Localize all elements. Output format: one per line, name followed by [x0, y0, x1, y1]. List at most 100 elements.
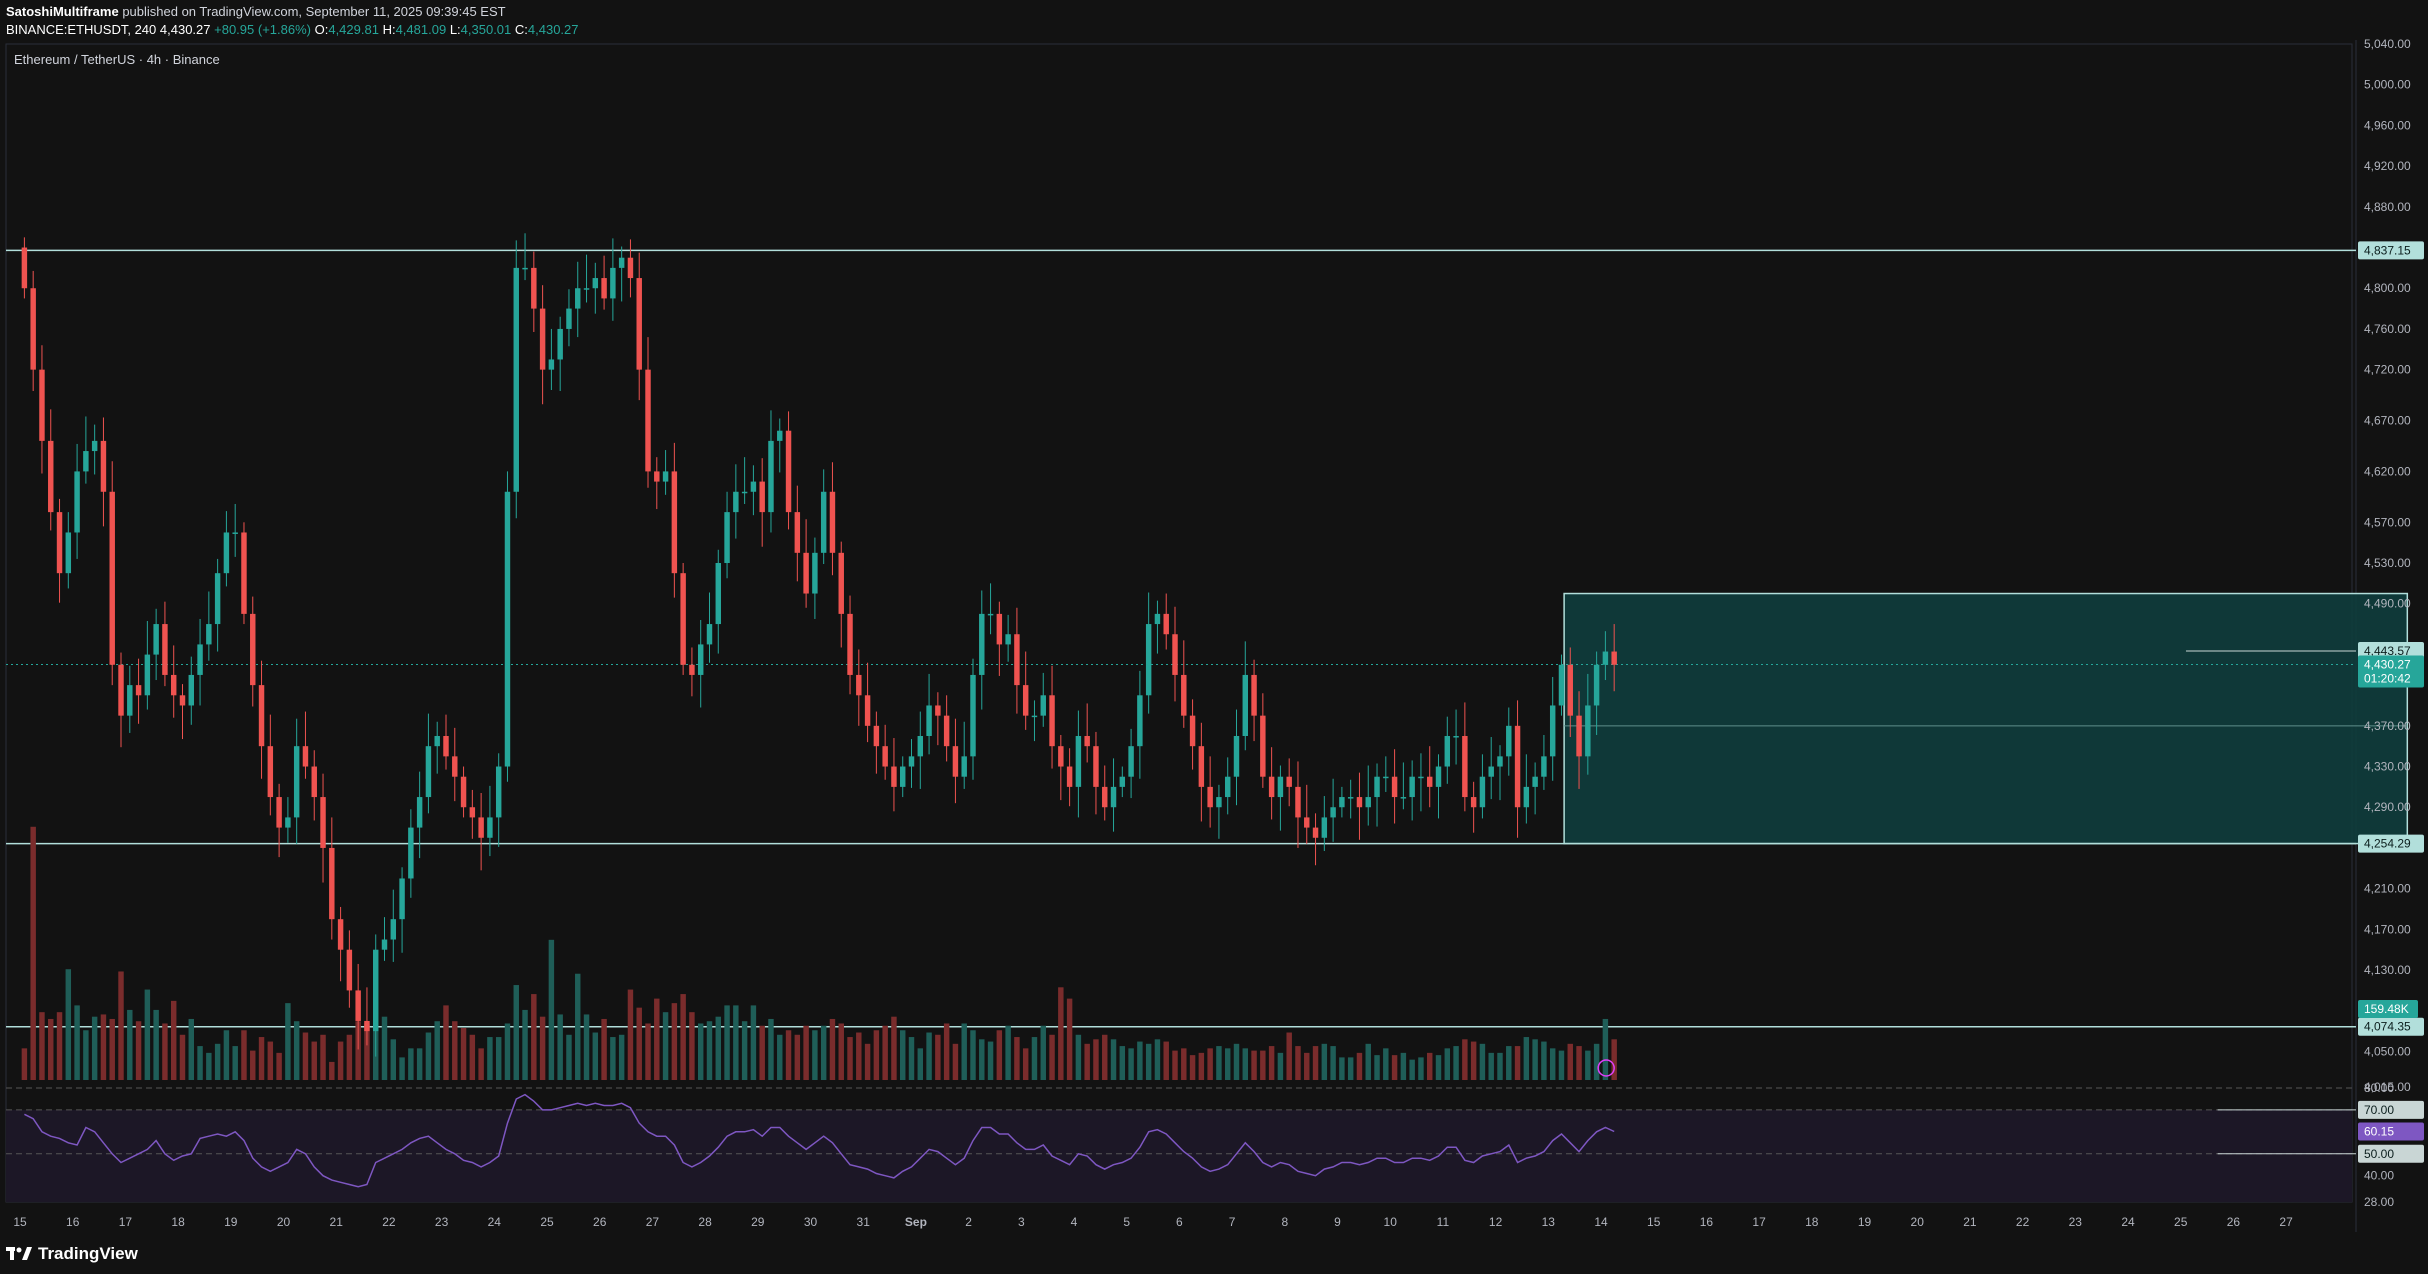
candle-body[interactable] [1181, 674, 1187, 716]
candle-body[interactable] [856, 674, 862, 696]
candle-body[interactable] [1224, 776, 1231, 798]
candle-body[interactable] [381, 939, 388, 950]
candle-body[interactable] [320, 797, 326, 848]
candle-body[interactable] [30, 288, 36, 370]
candle-body[interactable] [829, 491, 836, 553]
candle-body[interactable] [373, 949, 379, 1032]
candle-body[interactable] [908, 756, 915, 767]
candle-body[interactable] [241, 532, 247, 614]
candle-body[interactable] [794, 512, 801, 553]
candle-body[interactable] [170, 674, 177, 696]
candle-body[interactable] [118, 664, 124, 716]
candle-body[interactable] [1031, 715, 1038, 718]
marker-badge[interactable] [2358, 641, 2424, 660]
candle-body[interactable] [1075, 736, 1082, 787]
candle-body[interactable] [1365, 797, 1371, 808]
alert-icon[interactable] [1597, 1059, 1615, 1077]
candle-body[interactable] [1093, 746, 1099, 787]
candle-body[interactable] [864, 695, 871, 726]
candle-body[interactable] [74, 471, 80, 533]
candle-body[interactable] [276, 797, 282, 828]
candle-body[interactable] [214, 573, 221, 625]
candle-body[interactable] [83, 451, 89, 472]
candle-body[interactable] [1189, 715, 1196, 747]
candle-body[interactable] [135, 685, 142, 696]
author-name[interactable]: SatoshiMultiframe [6, 4, 119, 19]
candle-body[interactable] [724, 512, 730, 563]
candle-body[interactable] [1418, 776, 1424, 779]
candle-body[interactable] [1242, 674, 1248, 736]
candle-body[interactable] [820, 491, 827, 553]
candle-body[interactable] [1479, 776, 1486, 808]
candle-body[interactable] [452, 756, 458, 777]
candle-body[interactable] [671, 471, 678, 574]
candle-body[interactable] [1312, 827, 1319, 838]
candle-body[interactable] [285, 817, 291, 828]
candle-body[interactable] [1330, 807, 1336, 818]
candle-body[interactable] [416, 797, 423, 828]
candle-body[interactable] [557, 328, 563, 360]
candle-body[interactable] [987, 613, 994, 616]
candle-body[interactable] [1049, 695, 1055, 747]
candle-body[interactable] [329, 847, 335, 920]
candle-body[interactable] [522, 267, 528, 270]
candle-body[interactable] [1549, 705, 1556, 757]
candle-body[interactable] [232, 532, 238, 534]
candle-body[interactable] [39, 369, 45, 441]
candle-body[interactable] [1198, 746, 1205, 787]
candle-body[interactable] [390, 919, 397, 940]
candle-body[interactable] [434, 736, 440, 747]
candle-body[interactable] [838, 552, 844, 614]
candle-body[interactable] [759, 481, 765, 513]
candle-body[interactable] [346, 949, 353, 991]
candle-body[interactable] [1137, 695, 1143, 747]
candle-body[interactable] [302, 746, 309, 767]
candle-body[interactable] [197, 644, 203, 675]
candle-body[interactable] [601, 278, 607, 299]
candle-body[interactable] [943, 715, 950, 747]
candle-body[interactable] [1523, 786, 1530, 808]
candle-body[interactable] [548, 359, 555, 370]
candle-body[interactable] [1514, 725, 1521, 808]
candle-body[interactable] [1427, 776, 1433, 787]
level-badge[interactable] [2358, 1017, 2424, 1036]
last-price-badge[interactable] [2358, 655, 2424, 688]
candle-body[interactable] [1040, 695, 1046, 716]
candle-body[interactable] [469, 807, 476, 818]
candle-body[interactable] [891, 766, 897, 787]
candle-body[interactable] [1119, 776, 1126, 787]
candle-body[interactable] [1102, 786, 1108, 808]
candle-body[interactable] [153, 624, 159, 655]
candle-body[interactable] [662, 471, 669, 482]
candle-body[interactable] [1084, 736, 1090, 747]
tradingview-brand[interactable]: TradingView [6, 1244, 138, 1264]
candle-body[interactable] [250, 613, 256, 686]
candle-body[interactable] [900, 766, 906, 787]
candle-body[interactable] [478, 817, 484, 838]
candle-body[interactable] [706, 624, 713, 645]
candle-body[interactable] [1321, 817, 1328, 838]
candle-body[interactable] [1585, 705, 1591, 757]
candle-body[interactable] [1347, 797, 1354, 799]
candle-body[interactable] [1356, 797, 1363, 808]
candle-body[interactable] [803, 552, 809, 594]
candle-body[interactable] [1014, 634, 1020, 686]
chart-legend[interactable]: Ethereum / TetherUS · 4h · Binance [14, 52, 220, 67]
candle-body[interactable] [223, 532, 230, 574]
candle-body[interactable] [109, 491, 115, 665]
rsi-50-badge[interactable] [2358, 1144, 2424, 1163]
candle-body[interactable] [100, 440, 107, 492]
symbol-label[interactable]: BINANCE:ETHUSDT, 240 [6, 22, 157, 37]
candle-body[interactable] [768, 440, 774, 513]
candle-body[interactable] [206, 624, 212, 645]
candle-body[interactable] [495, 766, 502, 818]
candle-body[interactable] [65, 532, 72, 574]
candle-body[interactable] [188, 674, 194, 706]
candle-body[interactable] [408, 827, 414, 879]
candle-body[interactable] [56, 512, 63, 574]
candle-body[interactable] [1295, 786, 1301, 818]
candle-body[interactable] [1110, 786, 1117, 808]
candle-body[interactable] [1576, 715, 1582, 757]
candle-body[interactable] [355, 990, 361, 1021]
candle-body[interactable] [566, 308, 572, 329]
